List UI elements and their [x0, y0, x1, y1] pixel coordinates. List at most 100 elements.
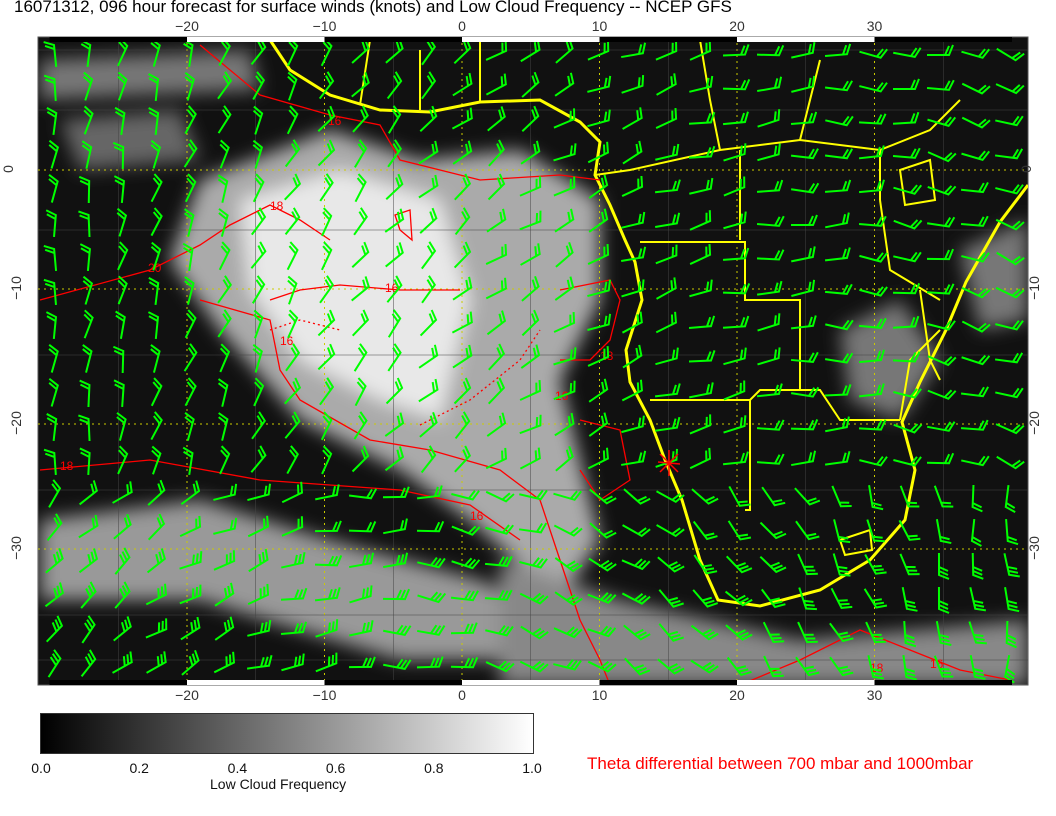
wind-barb — [658, 589, 684, 608]
wind-barb — [553, 312, 576, 333]
wind-barb — [416, 485, 443, 500]
wind-barb — [386, 71, 403, 100]
wind-barb — [790, 386, 820, 398]
wind-barb — [213, 483, 238, 501]
wind-barb — [248, 548, 269, 573]
wind-barb — [689, 382, 714, 399]
wind-barb — [655, 311, 678, 334]
lon-tick-label: −10 — [312, 687, 337, 703]
wind-barb — [78, 175, 91, 204]
wind-barb — [859, 252, 888, 263]
lake-outline — [838, 158, 941, 557]
wind-barb — [485, 490, 515, 503]
wind-barb — [44, 582, 65, 608]
wind-barb — [756, 453, 785, 465]
wind-barb — [927, 116, 957, 127]
wind-barb — [893, 388, 922, 399]
wind-barb — [419, 411, 438, 438]
wind-barb — [150, 173, 163, 203]
wind-barb — [112, 345, 125, 374]
colorbar-tick-label: 0.6 — [325, 760, 346, 776]
wind-barb — [148, 73, 160, 102]
wind-barb — [960, 215, 989, 227]
wind-barb — [757, 76, 783, 93]
wind-barb — [520, 243, 541, 266]
wind-barb — [81, 140, 93, 169]
wind-barb — [83, 105, 94, 135]
wind-barb — [150, 139, 162, 169]
wind-barb — [219, 445, 231, 475]
wind-barb — [893, 47, 922, 59]
wind-barb — [901, 587, 918, 612]
wind-barb — [622, 140, 643, 165]
wind-barb — [798, 587, 817, 611]
wind-barb — [961, 82, 991, 95]
wind-barb — [971, 552, 984, 580]
wind-barb — [43, 448, 57, 476]
bottom-edge-bar — [324, 680, 462, 685]
wind-barb — [485, 243, 508, 265]
wind-barb — [384, 412, 405, 437]
wind-barb — [621, 558, 651, 571]
africa-coastline — [268, 39, 1028, 608]
wind-barb — [587, 109, 611, 128]
wind-barb — [252, 139, 264, 169]
wind-barb — [722, 79, 751, 91]
wind-barb — [926, 452, 955, 465]
wind-barb — [858, 419, 887, 431]
wind-barb — [656, 524, 685, 538]
wind-barb — [487, 173, 506, 201]
lon-tick-label: −10 — [312, 18, 337, 34]
wind-barb — [485, 524, 514, 535]
wind-barb — [385, 173, 404, 200]
colorbar-label: Low Cloud Frequency — [210, 776, 347, 792]
wind-barb — [893, 184, 923, 195]
wind-barb — [621, 42, 647, 59]
wind-barb — [927, 185, 957, 196]
wind-barb — [453, 377, 472, 405]
wind-barb — [863, 588, 888, 609]
wind-barb — [656, 73, 677, 96]
wind-barb — [519, 210, 542, 231]
wind-barb — [621, 175, 644, 197]
wind-barb — [285, 343, 301, 372]
wind-barb — [486, 412, 507, 437]
wind-barb — [113, 513, 132, 540]
wind-barb — [961, 252, 990, 263]
wind-barb — [112, 651, 133, 674]
wind-barb — [251, 411, 267, 440]
wind-barb — [554, 412, 575, 437]
wind-barb — [553, 108, 576, 129]
wind-barb — [387, 105, 402, 134]
wind-barb — [970, 518, 982, 547]
wind-barb — [78, 548, 99, 574]
wind-barb — [452, 72, 473, 97]
wind-barb — [46, 106, 58, 136]
wind-barb — [961, 287, 991, 299]
wind-barb — [689, 210, 712, 231]
wind-barb — [217, 174, 229, 203]
wind-barb — [320, 411, 333, 441]
wind-barb — [829, 656, 854, 677]
wind-barb — [859, 286, 888, 297]
wind-barb — [317, 139, 336, 167]
lon-tick-label: 20 — [729, 18, 745, 34]
wind-barb — [114, 547, 131, 575]
wind-barb — [1004, 484, 1016, 514]
wind-barb — [589, 488, 617, 505]
wind-barb — [1005, 518, 1019, 546]
wind-barb — [996, 251, 1025, 266]
wind-barb — [893, 251, 922, 263]
wind-barb — [179, 551, 203, 570]
wind-barb — [690, 624, 719, 641]
wind-barb — [995, 286, 1025, 299]
wind-barb — [419, 105, 438, 132]
wind-barb — [858, 215, 887, 227]
wind-barb — [519, 557, 548, 569]
wind-barb — [286, 241, 299, 271]
wind-barb — [217, 378, 229, 407]
lat-tick-label: −20 — [7, 411, 24, 435]
lat-tick-label: −30 — [7, 536, 24, 560]
wind-barb — [623, 488, 651, 505]
wind-barb — [996, 455, 1025, 470]
